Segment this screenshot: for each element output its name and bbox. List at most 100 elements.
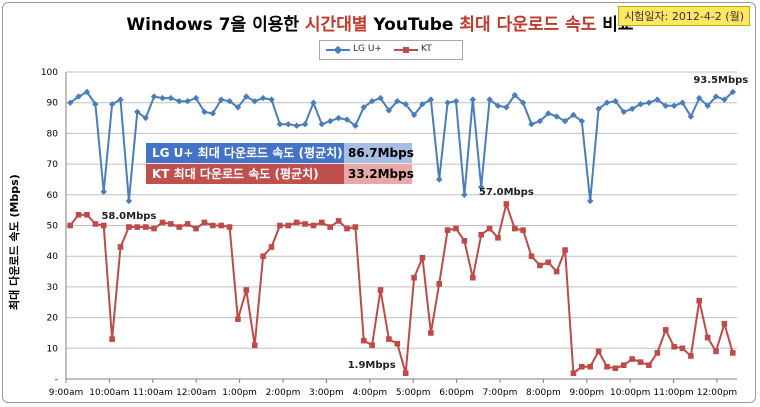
x-tick-label: 6:00pm bbox=[439, 388, 474, 398]
legend-swatches bbox=[326, 45, 418, 55]
point-lg bbox=[570, 111, 577, 119]
point-kt bbox=[553, 268, 560, 275]
y-tick-label: 50 bbox=[47, 222, 59, 232]
annotation-kt-max: 57.0Mbps bbox=[479, 187, 534, 198]
point-lg bbox=[134, 108, 141, 116]
point-kt bbox=[587, 363, 594, 370]
annotation-kt-min: 1.9Mbps bbox=[348, 360, 396, 371]
point-kt bbox=[151, 225, 157, 232]
point-lg bbox=[108, 101, 116, 108]
point-lg bbox=[444, 99, 451, 106]
point-lg bbox=[360, 104, 367, 111]
point-kt bbox=[637, 359, 644, 365]
point-lg bbox=[662, 102, 669, 109]
point-kt bbox=[142, 224, 149, 230]
point-kt bbox=[511, 225, 518, 232]
point-lg bbox=[66, 99, 74, 106]
point-kt bbox=[377, 287, 384, 293]
point-lg bbox=[654, 96, 661, 103]
legend-kt-marker bbox=[403, 47, 409, 53]
point-kt bbox=[218, 222, 224, 229]
test-date-badge: 시험일자: 2012-4-2 (월) bbox=[618, 6, 750, 26]
point-lg bbox=[729, 88, 737, 96]
point-kt bbox=[402, 370, 409, 376]
point-kt bbox=[243, 287, 250, 293]
y-tick-label: 90 bbox=[47, 99, 59, 109]
point-kt bbox=[126, 224, 132, 230]
point-lg bbox=[712, 93, 720, 100]
x-tick-label: 10:00am bbox=[89, 388, 129, 398]
point-kt bbox=[671, 343, 677, 350]
point-kt bbox=[528, 253, 535, 259]
point-kt bbox=[226, 224, 233, 230]
chart-title: Windows 7을 이용한 시간대별 YouTube 최대 다운로드 속도 비… bbox=[0, 10, 760, 35]
point-kt bbox=[260, 253, 266, 259]
point-kt bbox=[193, 225, 199, 232]
point-kt bbox=[67, 222, 73, 229]
point-lg bbox=[452, 97, 460, 105]
point-kt bbox=[235, 316, 241, 322]
point-kt bbox=[704, 334, 711, 341]
x-tick-label: 3:00pm bbox=[309, 388, 344, 398]
point-kt bbox=[579, 363, 585, 370]
point-kt bbox=[537, 262, 543, 269]
summary-lg-value: 86.7Mbps bbox=[344, 143, 414, 163]
point-lg bbox=[327, 117, 334, 125]
point-kt bbox=[344, 225, 350, 232]
point-lg bbox=[209, 110, 216, 117]
point-lg bbox=[645, 99, 653, 106]
point-kt bbox=[503, 201, 510, 207]
point-kt bbox=[453, 225, 459, 232]
point-kt bbox=[713, 348, 719, 355]
point-kt bbox=[562, 247, 568, 253]
point-lg bbox=[385, 107, 393, 114]
point-lg bbox=[679, 99, 686, 106]
y-tick-label: 40 bbox=[47, 252, 59, 262]
point-lg bbox=[545, 110, 552, 117]
point-kt bbox=[201, 219, 208, 226]
point-kt bbox=[369, 342, 375, 349]
point-lg bbox=[335, 114, 342, 122]
point-kt bbox=[436, 281, 443, 287]
point-kt bbox=[285, 222, 292, 229]
point-lg bbox=[243, 93, 250, 100]
summary-kt-label: KT 최대 다운로드 속도 (평균치) bbox=[146, 164, 344, 184]
point-kt bbox=[310, 222, 317, 229]
point-lg bbox=[477, 183, 485, 191]
point-lg bbox=[192, 94, 200, 102]
point-kt bbox=[570, 370, 577, 376]
point-kt bbox=[604, 363, 610, 370]
title-highlight2: 최대 다운로드 속도 bbox=[459, 15, 597, 35]
point-kt bbox=[360, 337, 367, 344]
point-kt bbox=[696, 297, 703, 304]
x-tick-label: 11:00am bbox=[133, 388, 173, 398]
point-lg bbox=[721, 96, 728, 103]
x-tick-label: 8:00pm bbox=[526, 388, 561, 398]
point-kt bbox=[386, 336, 392, 342]
point-kt bbox=[75, 211, 82, 218]
point-lg bbox=[201, 108, 208, 116]
x-tick-label: 2:00pm bbox=[266, 388, 301, 398]
y-tick-label: 10 bbox=[47, 344, 59, 354]
y-tick-label: 20 bbox=[47, 314, 59, 324]
point-kt bbox=[486, 225, 493, 232]
point-kt bbox=[411, 274, 417, 281]
legend-lg-marker bbox=[333, 45, 343, 55]
legend: LG U+ KT bbox=[319, 40, 463, 60]
point-lg bbox=[637, 101, 644, 108]
point-lg bbox=[578, 117, 586, 125]
point-kt bbox=[176, 224, 183, 230]
annotation-lg-min: 58.0Mbps bbox=[101, 211, 156, 222]
point-kt bbox=[277, 222, 283, 229]
point-lg bbox=[519, 99, 527, 106]
x-tick-label: 12:00pm bbox=[697, 388, 737, 398]
point-lg bbox=[486, 96, 493, 103]
point-kt bbox=[461, 238, 468, 244]
legend-kt-label: KT bbox=[421, 44, 432, 54]
point-kt bbox=[520, 227, 526, 233]
point-kt bbox=[268, 244, 275, 250]
y-tick-label: 70 bbox=[47, 160, 59, 170]
summary-kt: KT 최대 다운로드 속도 (평균치) 33.2Mbps bbox=[146, 164, 414, 184]
title-prefix: Windows 7을 이용한 bbox=[126, 15, 305, 35]
